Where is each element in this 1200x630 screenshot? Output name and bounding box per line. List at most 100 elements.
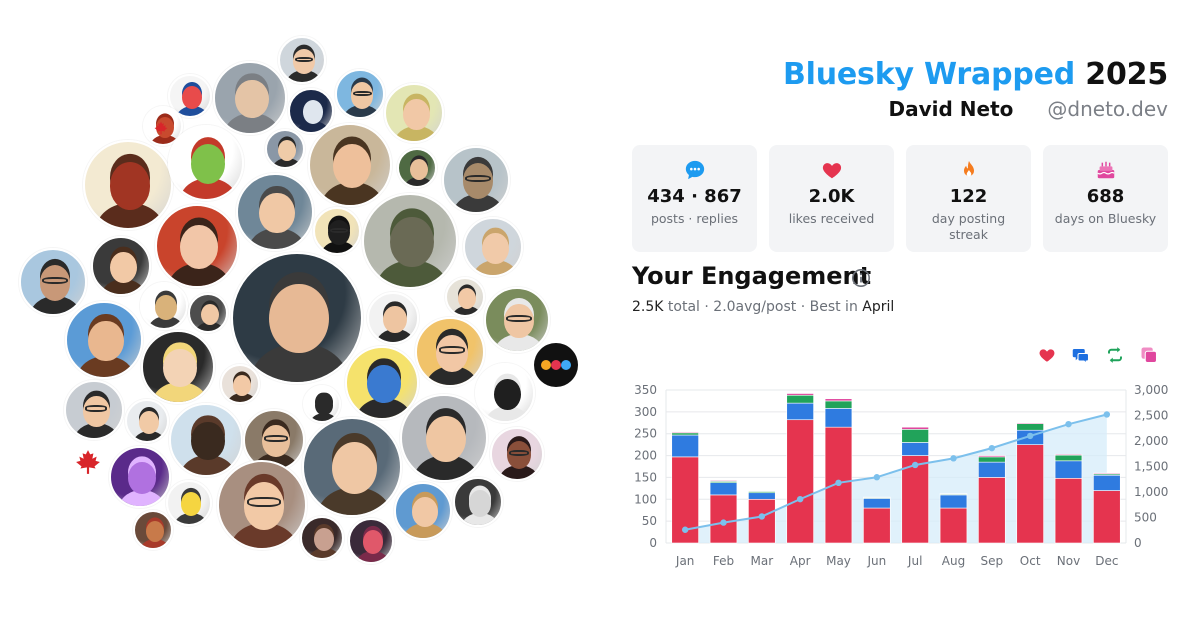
bar-segment [863,507,891,544]
avatar[interactable] [65,301,143,379]
avatar[interactable] [220,364,260,404]
heart-icon[interactable] [1038,346,1056,364]
avatar[interactable] [490,427,544,481]
avatar-body [173,513,209,524]
avatar[interactable] [397,148,437,188]
avatar-glasses [352,90,372,96]
avatar[interactable] [125,399,169,443]
cumulative-point [681,526,689,533]
brand-title: Bluesky Wrapped [783,57,1076,92]
avatar-body [175,105,209,116]
cake-icon [1096,161,1115,179]
avatar[interactable] [236,173,314,251]
y2-tick-label: 1,500 [1134,460,1168,474]
avatar[interactable] [91,236,151,296]
avatar[interactable] [168,125,244,201]
bar-segment [709,480,738,482]
avatar[interactable] [109,446,171,508]
avatar[interactable] [384,83,444,143]
info-icon[interactable] [851,268,871,288]
avatar[interactable] [345,346,419,420]
avatar[interactable] [188,293,228,333]
avatar[interactable] [463,217,523,277]
avatar-face [190,144,226,184]
best-month: April [862,299,895,315]
display-name: David Neto [888,97,1014,121]
avatar[interactable] [453,477,503,527]
avatar[interactable] [278,36,326,84]
avatar[interactable] [166,480,212,526]
avatar[interactable] [155,204,239,288]
avatar-body [148,316,184,328]
x-tick-label: May [826,554,851,568]
stat-card-likes: 2.0K likes received [769,145,894,252]
avatar[interactable] [19,248,87,316]
avatar-face [278,140,296,161]
stat-card-streak: 122 day posting streak [906,145,1031,252]
avatar-body [461,512,499,525]
avatar[interactable] [475,363,535,423]
avatar[interactable] [133,510,173,550]
bar-segment [786,393,814,396]
avatar[interactable] [313,207,361,255]
stat-value: 688 [1086,186,1125,207]
avatar[interactable] [400,394,488,482]
avatar[interactable] [303,385,341,423]
avatar[interactable] [217,460,307,550]
avatar[interactable] [335,69,385,119]
avatar[interactable] [169,403,243,477]
avatar[interactable] [394,482,452,540]
avatar[interactable] [140,282,188,330]
y-tick-label: 200 [634,449,657,463]
quote-icon[interactable] [1140,346,1158,364]
avatar[interactable] [288,88,334,134]
avatar[interactable] [445,277,485,317]
bar-segment [671,431,699,434]
repost-icon[interactable] [1106,346,1124,364]
avatar-body [295,121,331,132]
avatar[interactable] [308,123,392,207]
user-handle[interactable]: @dneto.dev [1047,97,1168,121]
avatar[interactable] [442,146,510,214]
bar-segment [901,442,929,456]
avatar[interactable] [213,61,287,135]
cumulative-point [950,455,957,462]
avatar[interactable] [300,516,344,560]
reply-icon[interactable] [1072,346,1090,364]
cumulative-point [796,495,804,503]
bar-segment [786,419,814,544]
stat-label: posts · replies [650,211,739,226]
x-tick-label: Jul [907,554,922,568]
x-tick-label: Dec [1095,554,1118,568]
bar-segment [939,494,968,509]
avatar-face [481,232,509,264]
avatar[interactable] [415,317,485,387]
avatar[interactable] [265,129,305,169]
avatar[interactable] [64,380,124,440]
heart-icon [822,163,841,179]
bar-segment [1016,422,1044,424]
stat-card-days: 688 days on Bluesky [1043,145,1168,252]
avatar-body [180,454,236,475]
avatar-body [452,193,504,212]
avatar[interactable] [348,518,394,564]
bar-segment [1093,490,1121,544]
total-word: total [667,299,700,315]
cumulative-point [1026,432,1034,440]
chat-bubble-icon [685,160,704,180]
avatar[interactable] [302,417,402,517]
avatar[interactable] [231,252,363,384]
avatar[interactable] [367,292,419,344]
avatar[interactable] [83,140,173,230]
bar-segment [786,394,814,404]
avatar[interactable] [141,330,215,404]
y-tick-label: 50 [642,514,657,528]
avatar-body [484,405,530,421]
avatar[interactable] [484,287,550,353]
bar-segment [748,492,776,500]
x-tick-label: Nov [1057,554,1080,568]
avatar-face [109,162,151,210]
avatar[interactable] [168,74,212,118]
avatar[interactable] [362,193,458,289]
avatar-glasses [508,450,530,456]
